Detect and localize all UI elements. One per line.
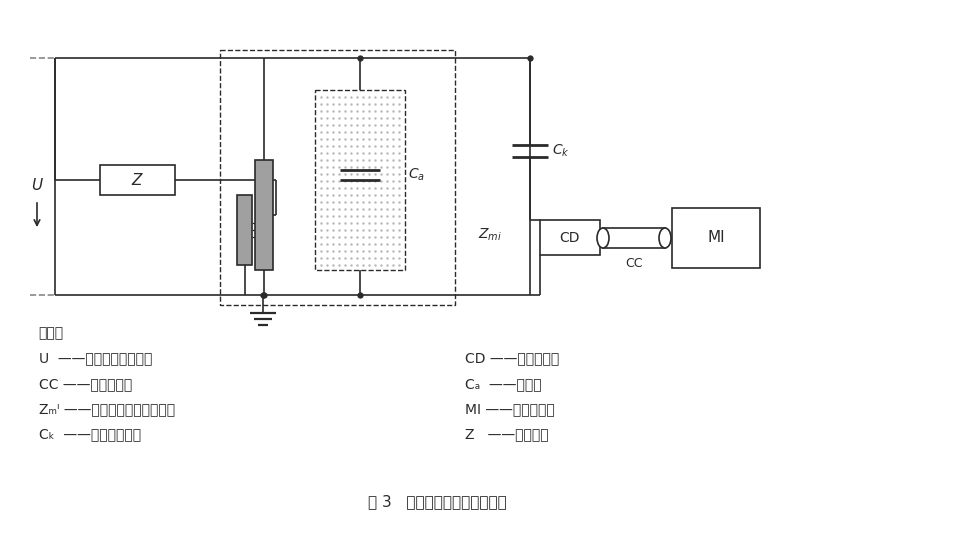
Bar xyxy=(672,208,760,268)
Text: $C_k$: $C_k$ xyxy=(552,143,569,159)
Text: $Z_{mi}$: $Z_{mi}$ xyxy=(478,227,502,243)
Text: CC: CC xyxy=(625,257,643,270)
Text: CC ——连接电缆；: CC ——连接电缆； xyxy=(39,377,132,391)
Bar xyxy=(100,165,175,195)
Text: 图 3   测量自激试品的试验回路: 图 3 测量自激试品的试验回路 xyxy=(368,494,506,509)
Text: Zₘᴵ ——测量系统的输入阻抗；: Zₘᴵ ——测量系统的输入阻抗； xyxy=(39,402,175,416)
Bar xyxy=(255,160,273,270)
Text: MI ——测量仪器；: MI ——测量仪器； xyxy=(465,402,555,416)
Text: $C_a$: $C_a$ xyxy=(408,167,425,183)
Ellipse shape xyxy=(659,228,671,248)
Bar xyxy=(603,228,665,248)
Text: $Z$: $Z$ xyxy=(131,172,144,188)
Text: Cₐ  ——试品；: Cₐ ——试品； xyxy=(465,377,541,391)
Text: Cₖ  ——耦合电容器；: Cₖ ——耦合电容器； xyxy=(39,427,141,441)
Bar xyxy=(237,195,252,265)
Bar xyxy=(220,50,455,305)
Text: 说明：: 说明： xyxy=(39,327,64,340)
Text: U  ——低压或高压电源；: U ——低压或高压电源； xyxy=(39,352,152,365)
Bar xyxy=(315,90,405,270)
Text: Z   ——滤波器。: Z ——滤波器。 xyxy=(465,427,548,441)
Bar xyxy=(540,220,600,255)
Text: CD ——耦合装置；: CD ——耦合装置； xyxy=(465,352,559,365)
Text: $U$: $U$ xyxy=(31,177,44,193)
Text: CD: CD xyxy=(560,230,580,245)
Ellipse shape xyxy=(597,228,609,248)
Text: MI: MI xyxy=(708,230,725,246)
